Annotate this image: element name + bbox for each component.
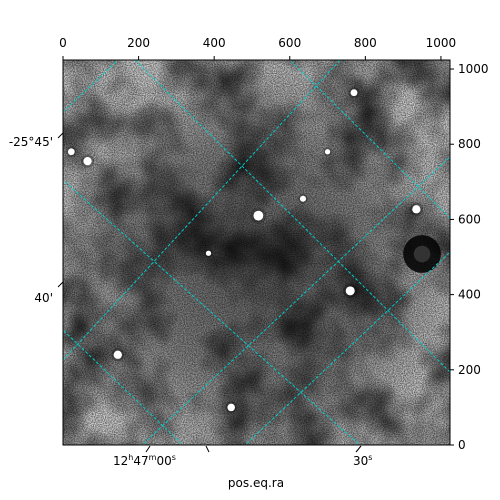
left-tick-2 [57, 281, 64, 288]
top-tick-label-0: 0 [59, 36, 67, 50]
bottom-tick-label-1: 12h47m00s [113, 453, 176, 468]
right-tick-label-2: 400 [458, 288, 481, 302]
plot-frame [62, 59, 451, 446]
right-tick-label-4: 800 [458, 137, 481, 151]
bottom-tick-3 [355, 445, 362, 453]
grid-line-0 [141, 156, 450, 445]
image-noise [63, 60, 450, 445]
source-0 [253, 210, 264, 221]
source-7 [67, 148, 75, 156]
source-8 [299, 195, 307, 202]
grid-line-5 [63, 179, 361, 445]
grid-line-2 [63, 60, 119, 113]
image-panel [63, 60, 450, 445]
left-world-axis: -25°45' 40' [9, 132, 64, 305]
source-9 [350, 89, 358, 97]
source-5 [227, 403, 235, 412]
bottom-tick-1 [145, 445, 151, 453]
top-tick-label-2: 400 [203, 36, 226, 50]
grid-line-4 [63, 329, 184, 445]
bottom-world-axis: 12h47m00s 30s pos.eq.ra [113, 445, 372, 490]
source-10 [324, 149, 331, 155]
x-axis-label: pos.eq.ra [228, 476, 284, 490]
source-1 [413, 245, 431, 263]
right-tick-label-3: 600 [458, 212, 481, 226]
left-tick-1 [57, 132, 64, 139]
grid-line-3 [244, 251, 450, 445]
grid-line-7 [289, 60, 450, 219]
top-tick-label-3: 600 [278, 36, 301, 50]
grid-line-1 [63, 60, 341, 361]
top-pixel-axis: 0 200 400 600 800 1000 [59, 36, 456, 60]
top-tick-label-1: 200 [127, 36, 150, 50]
source-3 [412, 205, 421, 214]
source-layer [65, 87, 441, 414]
right-tick-label-0: 0 [458, 438, 466, 452]
source-6 [83, 156, 92, 166]
top-tick-label-4: 800 [354, 36, 377, 50]
top-tick-label-5: 1000 [426, 36, 457, 50]
left-tick-label-1: -25°45' [9, 135, 53, 149]
right-tick-label-5: 1000 [458, 62, 489, 76]
bottom-tick-label-2: 30s [353, 453, 372, 468]
coordinate-grid [63, 60, 450, 445]
left-tick-label-2: 40' [34, 291, 53, 305]
bottom-tick-2 [205, 445, 210, 453]
source-2 [345, 286, 355, 296]
right-tick-label-1: 200 [458, 363, 481, 377]
right-pixel-axis: 0 200 400 600 800 1000 [450, 62, 489, 452]
source-11 [205, 250, 212, 256]
grid-line-6 [134, 60, 450, 373]
source-4 [113, 350, 122, 359]
